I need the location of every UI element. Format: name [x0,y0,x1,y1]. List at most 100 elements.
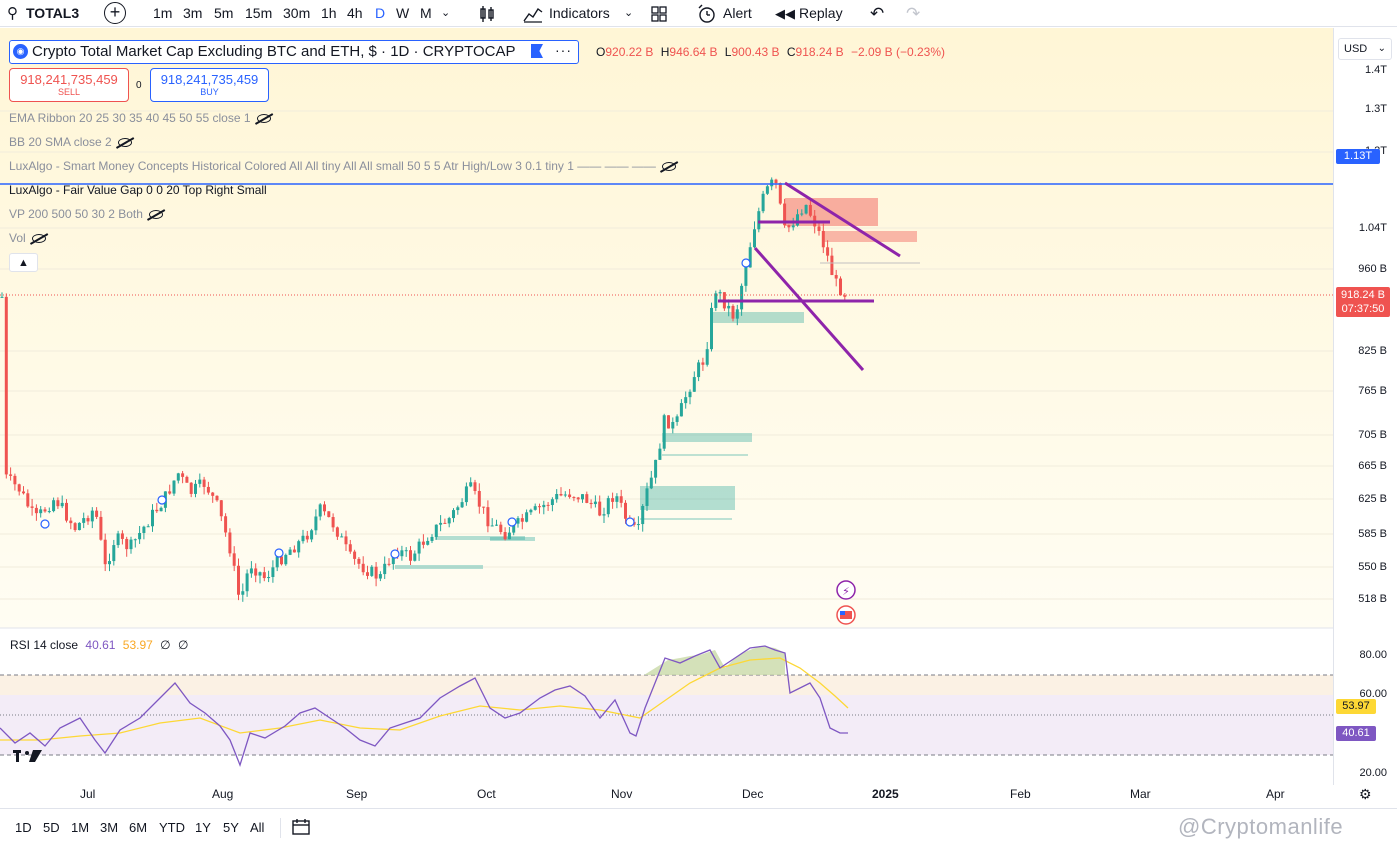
time-tick: Feb [1010,787,1031,801]
candle-body [0,296,4,298]
candle-body [13,475,17,485]
interval-d[interactable]: D [375,5,386,21]
indicators-button[interactable]: Indicators [549,5,610,21]
candle-body [211,492,215,496]
candle-body [727,305,731,309]
currency-label: USD [1344,43,1368,55]
hidden-eye-icon[interactable] [117,138,132,148]
layouts-grid-icon[interactable] [650,0,668,27]
low-value: 900.43 B [731,45,780,59]
rsi-tick: 60.00 [1359,688,1387,700]
collapse-legend-button[interactable]: ▲ [9,253,38,272]
time-tick: 2025 [872,787,899,801]
time-axis[interactable]: Jul Aug Sep Oct Nov Dec 2025 Feb Mar Apr [0,785,1333,803]
hidden-eye-icon[interactable] [148,210,163,220]
indicator-label: VP 200 500 50 30 2 Both [9,207,143,221]
sell-button[interactable]: 918,241,735,459 SELL [9,68,129,102]
candle-body [237,565,240,595]
rsi-legend[interactable]: RSI 14 close 40.61 53.97 ∅ ∅ [10,638,188,652]
lightning-glyph: ⚡ [842,585,850,598]
range-6m[interactable]: 6M [129,820,148,835]
price-tick: 1.04T [1358,222,1387,234]
range-1d[interactable]: 1D [15,820,32,835]
lower-trendline [753,247,865,371]
chevron-down-icon[interactable]: ⌄ [624,7,634,19]
candle-body [684,397,688,404]
indicator-legend-fvg[interactable]: LuxAlgo - Fair Value Gap 0 0 20 Top Righ… [9,183,267,197]
candle-body [258,572,262,576]
candle-body [280,556,283,565]
search-icon[interactable]: ⚲ [7,5,18,22]
high-value: 946.64 B [669,45,718,59]
interval-4h[interactable]: 4h [347,5,363,21]
indicator-legend-vol[interactable]: Vol [9,231,46,245]
price-axis[interactable]: USD⌄ 1.4T 1.3T 1.2T 1.04T 960 B 825 B 76… [1333,28,1397,785]
indicator-legend-bb[interactable]: BB 20 SMA close 2 [9,135,132,149]
chevron-down-icon[interactable]: ⌄ [441,7,451,19]
currency-select[interactable]: USD ⌄ [1338,38,1392,60]
replay-button[interactable]: Replay [799,5,843,21]
main-chart-pane[interactable]: ⚡ ◉ Crypto Total Market Cap Excluding BT… [0,28,1333,785]
indicator-legend-smc[interactable]: LuxAlgo - Smart Money Concepts Historica… [9,159,676,173]
replay-icon[interactable]: ◀◀ [775,6,795,21]
indicators-icon[interactable] [523,0,543,27]
indicator-label: Vol [9,231,26,245]
candle-body [417,541,421,554]
hidden-eye-icon[interactable] [256,114,271,124]
candle-body [112,545,116,562]
interval-1h[interactable]: 1h [321,5,337,21]
more-icon[interactable]: ··· [555,42,572,58]
indicator-legend-ema[interactable]: EMA Ribbon 20 25 30 35 40 45 50 55 close… [9,111,271,125]
range-1y[interactable]: 1Y [195,820,211,835]
candle-body [641,505,645,525]
candle-body [30,506,34,508]
candle-body [787,225,791,228]
settings-gear-icon[interactable]: ⚙ [1359,786,1372,802]
interval-m[interactable]: M [420,5,432,21]
price-tick: 1.4T [1364,64,1387,76]
interval-w[interactable]: W [396,5,410,21]
close-label: C [786,45,796,59]
candle-body [206,486,210,493]
candle-body [262,572,266,579]
candle-body [434,524,438,537]
range-5d[interactable]: 5D [43,820,60,835]
interval-5m[interactable]: 5m [214,5,234,21]
candle-body [120,533,124,539]
interval-15m[interactable]: 15m [245,5,273,21]
alert-button[interactable]: Alert [723,5,752,21]
buy-button[interactable]: 918,241,735,459 BUY [150,68,269,102]
date-range-calendar-icon[interactable] [291,817,311,840]
symbol-title: Crypto Total Market Cap Excluding BTC an… [32,43,516,60]
symbol-title-box[interactable] [9,40,579,64]
alarm-clock-icon[interactable] [697,0,717,27]
interval-1m[interactable]: 1m [153,5,173,21]
undo-icon[interactable]: ↶ [870,4,885,23]
candle-body [447,518,451,524]
candle-body [718,292,722,294]
range-1m[interactable]: 1M [71,820,90,835]
rsi-ma-value: 53.97 [122,638,153,652]
candle-body [464,486,468,503]
indicator-legend-vp[interactable]: VP 200 500 50 30 2 Both [9,207,163,221]
candle-body [490,525,494,527]
interval-30m[interactable]: 30m [283,5,311,21]
redo-icon[interactable]: ↷ [906,4,921,23]
compare-symbol-plus-icon[interactable]: + [104,2,126,24]
symbol-name[interactable]: TOTAL3 [26,5,80,21]
hidden-eye-icon[interactable] [661,162,676,172]
time-tick: Oct [477,787,496,801]
range-3m[interactable]: 3M [100,820,119,835]
range-all[interactable]: All [250,820,265,835]
candle-body [224,516,228,533]
range-5y[interactable]: 5Y [223,820,239,835]
hidden-eye-icon[interactable] [31,234,46,244]
price-tick: 625 B [1358,493,1387,505]
range-ytd[interactable]: YTD [159,820,185,835]
candle-type-icon[interactable] [478,0,496,27]
candle-body [374,566,378,579]
flag-canton [840,611,845,615]
time-tick: Nov [611,787,633,801]
interval-3m[interactable]: 3m [183,5,203,21]
flag-icon[interactable] [531,44,543,58]
